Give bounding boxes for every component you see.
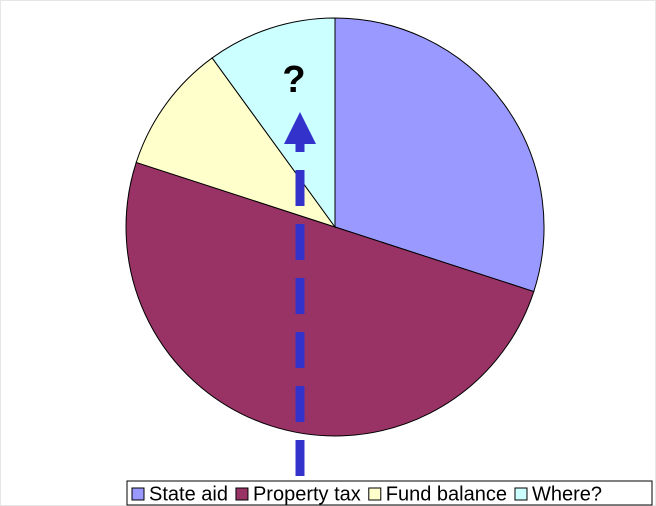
arrow-head — [284, 112, 316, 144]
arrow — [284, 112, 316, 476]
legend-label: State aid — [149, 483, 228, 505]
legend-swatch — [235, 487, 249, 501]
legend-swatch — [131, 487, 145, 501]
legend-items: State aid Property tax Fund balance Where? — [131, 483, 602, 505]
pie — [125, 17, 545, 437]
legend-label: Fund balance — [386, 483, 507, 505]
legend — [126, 480, 653, 506]
pie-slice — [334, 17, 545, 293]
legend-label: Property tax — [253, 483, 361, 505]
pie-slice — [125, 161, 535, 437]
legend-swatch — [514, 487, 528, 501]
legend-label: Where? — [532, 483, 602, 505]
legend-swatch — [368, 487, 382, 501]
annotation: ? — [282, 59, 305, 101]
pie-slice — [135, 57, 337, 228]
